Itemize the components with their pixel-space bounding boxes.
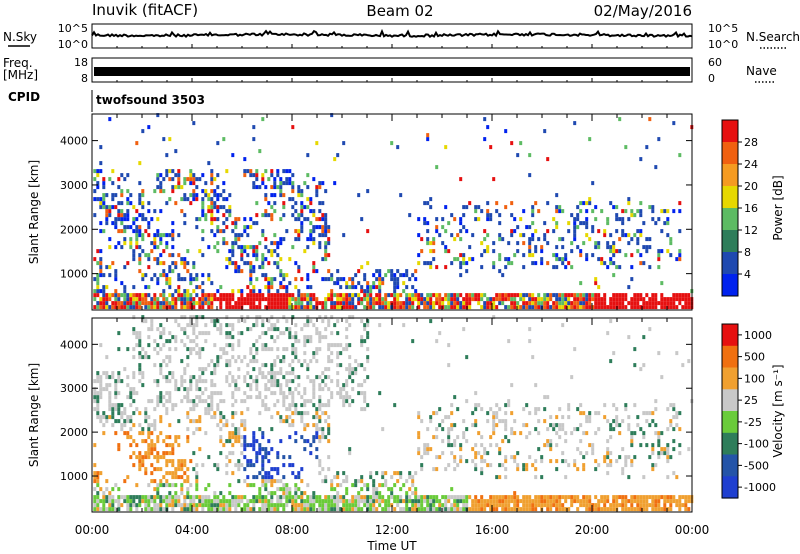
power-panel: 1000 2000 3000 4000 Slant Range [km] 4 8 12 16 20… <box>27 113 785 311</box>
noise-left-tick-top: 10^5 <box>58 22 88 35</box>
frequency-panel: Freq. [MHz] 18 8 60 0 Nave <box>3 56 777 85</box>
noise-panel: N.Sky 10^5 10^0 10^5 10^0 N.Search <box>3 22 800 51</box>
power-colorbar-segment <box>722 252 738 275</box>
power-colorbar-tick: 12 <box>744 224 758 237</box>
vel-frame <box>91 317 693 513</box>
power-colorbar-tick: 28 <box>744 136 758 149</box>
freq-unit: [MHz] <box>3 68 38 82</box>
vel-ytick-label: 1000 <box>60 470 88 483</box>
vel-colorbar-segment <box>722 476 738 499</box>
power-colorbar-segment <box>722 142 738 165</box>
power-colorbar-segment <box>722 164 738 187</box>
noise-right-tick-bottom: 10^0 <box>708 38 738 51</box>
power-colorbar-tick: 16 <box>744 202 758 215</box>
noise-sky-label: N.Sky <box>3 30 37 44</box>
velocity-colorbar-tick: -500 <box>744 459 769 472</box>
freq-right-tick-bottom: 0 <box>708 72 715 85</box>
velocity-colorbar-tick: 25 <box>744 394 758 407</box>
freq-left-tick-bottom: 8 <box>81 72 88 85</box>
vel-colorbar-segment <box>722 411 738 434</box>
power-colorbar-segment <box>722 274 738 297</box>
vel-data-cells <box>93 315 694 512</box>
vel-colorbar-segment <box>722 324 738 347</box>
vel-ylabel: Slant Range [km] <box>27 363 41 467</box>
time-tick-label: 16:00 <box>475 523 510 537</box>
velocity-colorbar-tick: 1000 <box>744 329 772 342</box>
noise-right-tick-top: 10^5 <box>708 22 738 35</box>
time-tick-label: 20:00 <box>575 523 610 537</box>
beam-title: Beam 02 <box>366 2 433 20</box>
power-colorbar-tick: 4 <box>744 268 751 281</box>
vel-colorbar-label: Velocity [m s⁻¹] <box>771 364 785 457</box>
velocity-colorbar-tick: 500 <box>744 351 765 364</box>
power-colorbar: 4 8 12 16 20 24 28 Power [dB] <box>721 119 785 297</box>
frequency-band <box>94 67 690 76</box>
time-tick-label: 08:00 <box>275 523 310 537</box>
freq-right-tick-top: 60 <box>708 56 722 69</box>
vel-colorbar-segment <box>722 389 738 412</box>
vel-ytick-label: 4000 <box>60 338 88 351</box>
power-colorbar-segment <box>722 230 738 253</box>
velocity-colorbar-tick: -100 <box>744 438 769 451</box>
noise-left-tick-bottom: 10^0 <box>58 38 88 51</box>
station-title: Inuvik (fitACF) <box>92 1 198 19</box>
vel-colorbar-segment <box>722 432 738 456</box>
power-colorbar-segment <box>722 186 738 209</box>
time-tick-label: 12:00 <box>375 523 410 537</box>
power-ytick-label: 3000 <box>60 179 88 192</box>
vel-ytick-label: 2000 <box>60 426 88 439</box>
power-colorbar-tick: 20 <box>744 180 758 193</box>
vel-ytick-label: 3000 <box>60 382 88 395</box>
vel-colorbar-segment <box>722 367 738 390</box>
vel-colorbar-segment <box>722 454 738 477</box>
cpid-label: CPID <box>8 90 40 104</box>
power-ytick-label: 1000 <box>60 268 88 281</box>
noise-sky-line <box>91 28 693 39</box>
time-tick-label: 04:00 <box>175 523 210 537</box>
power-colorbar-tick: 24 <box>744 158 758 171</box>
vel-colorbar-segment <box>722 345 738 369</box>
velocity-colorbar-tick: 100 <box>744 372 765 385</box>
time-axis-label: Time UT <box>366 539 417 553</box>
power-colorbar-tick: 8 <box>744 246 751 259</box>
power-ytick-label: 4000 <box>60 135 88 148</box>
date-title: 02/May/2016 <box>594 2 692 20</box>
power-ytick-label: 2000 <box>60 223 88 236</box>
power-colorbar-label: Power [dB] <box>771 175 785 240</box>
freq-label: Freq. <box>3 56 33 70</box>
time-tick-label: 00:00 <box>75 523 110 537</box>
nave-label: Nave <box>746 64 777 78</box>
time-axis: 00:00 04:00 08:00 12:00 16:00 20:00 00:00 <box>75 44 710 537</box>
power-colorbar-segment <box>722 120 738 143</box>
power-data-cells <box>93 113 694 310</box>
time-tick-label: 00:00 <box>675 523 710 537</box>
velocity-colorbar-tick: -1000 <box>744 481 776 494</box>
vel-colorbar: 1000 500 100 25 -25 -100 -500 -1000 Velocity [m … <box>721 323 785 499</box>
noise-search-label: N.Search <box>746 30 800 44</box>
cpid-value: twofsound 3503 <box>96 93 205 107</box>
power-colorbar-segment <box>722 208 738 231</box>
velocity-colorbar-tick: -25 <box>744 416 762 429</box>
power-ylabel: Slant Range [km] <box>27 160 41 264</box>
freq-left-tick-top: 18 <box>74 56 88 69</box>
